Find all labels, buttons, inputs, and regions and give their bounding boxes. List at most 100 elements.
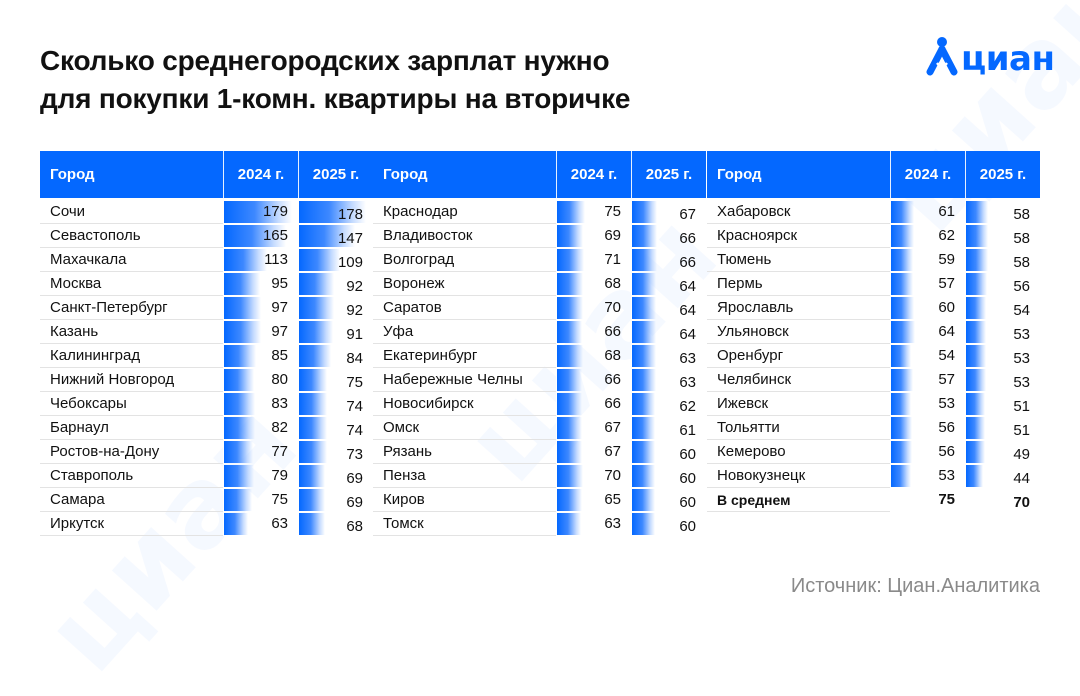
table-row: Владивосток 69 66	[373, 224, 706, 248]
city-name: Оренбург	[707, 344, 890, 368]
value-bar	[632, 513, 655, 535]
value-cell-2024: 70	[556, 296, 631, 320]
value-bar	[224, 297, 261, 319]
cian-logo: циан	[925, 34, 1055, 79]
value-cell-2025: 178	[298, 200, 373, 224]
value-bar	[557, 441, 582, 463]
table-row: Чебоксары 83 74	[40, 392, 373, 416]
value-bar	[632, 393, 655, 415]
value-cell-2025: 69	[298, 464, 373, 488]
value-cell-2024: 56	[890, 440, 965, 464]
value-bar	[966, 225, 988, 247]
value-label: 165	[262, 227, 288, 244]
value-cell-2024: 165	[223, 224, 298, 248]
value-bar	[557, 369, 582, 391]
table-row: Кемерово 56 49	[707, 440, 1040, 464]
value-label: 83	[271, 395, 288, 412]
value-cell-2024: 66	[556, 320, 631, 344]
value-cell-2025: 68	[298, 512, 373, 536]
value-bar	[224, 345, 256, 367]
value-label: 97	[271, 299, 288, 316]
value-label: 79	[271, 467, 288, 484]
city-name: Волгоград	[373, 248, 556, 272]
value-bar	[224, 273, 260, 295]
value-label: 68	[346, 518, 363, 535]
value-bar	[299, 489, 325, 511]
value-cell-2024: 65	[556, 488, 631, 512]
value-cell-2024: 71	[556, 248, 631, 272]
value-bar	[966, 441, 985, 463]
table-row: Сочи 179 178	[40, 200, 373, 224]
value-label: 85	[271, 347, 288, 364]
value-bar	[632, 489, 655, 511]
value-bar	[224, 201, 292, 223]
column-header-2024: 2024 г.	[556, 151, 631, 198]
value-cell-2025: 64	[631, 320, 706, 344]
value-label: 75	[346, 374, 363, 391]
value-cell-2025: 53	[965, 368, 1040, 392]
value-bar	[557, 225, 583, 247]
value-cell-2025: 58	[965, 200, 1040, 224]
value-cell-2024: 57	[890, 368, 965, 392]
city-name: Пермь	[707, 272, 890, 296]
value-label: 60	[679, 446, 696, 463]
value-bar	[632, 249, 657, 271]
column-header-2025: 2025 г.	[631, 151, 706, 198]
logo-text: циан	[961, 39, 1055, 79]
value-bar	[632, 297, 656, 319]
value-cell-2024: 59	[890, 248, 965, 272]
value-label: 57	[938, 371, 955, 388]
value-bar	[966, 465, 983, 487]
source-note: Источник: Циан.Аналитика	[790, 575, 1040, 597]
value-label: 58	[1013, 254, 1030, 271]
value-label: 53	[938, 395, 955, 412]
value-cell-2025: 58	[965, 248, 1040, 272]
value-bar	[557, 513, 581, 535]
value-label: 109	[337, 254, 363, 271]
person-marker-icon	[926, 37, 958, 76]
value-label: 67	[604, 443, 621, 460]
value-bar	[299, 297, 334, 319]
average-row: В среднем 75 70	[707, 488, 1040, 512]
value-bar	[632, 441, 655, 463]
city-name: Ярославль	[707, 296, 890, 320]
value-label: 63	[679, 350, 696, 367]
city-name: Ижевск	[707, 392, 890, 416]
value-cell-2025: 51	[965, 392, 1040, 416]
value-cell-2025: 60	[631, 488, 706, 512]
value-bar	[557, 489, 582, 511]
value-bar	[632, 369, 656, 391]
value-label: 58	[1013, 230, 1030, 247]
city-name: Ульяновск	[707, 320, 890, 344]
table-row: Челябинск 57 53	[707, 368, 1040, 392]
table-row: Краснодар 75 67	[373, 200, 706, 224]
value-cell-2024: 53	[890, 392, 965, 416]
value-bar	[891, 201, 914, 223]
table-row: Ульяновск 64 53	[707, 320, 1040, 344]
value-label: 91	[346, 326, 363, 343]
value-label: 66	[604, 395, 621, 412]
value-label: 95	[271, 275, 288, 292]
city-name: Иркутск	[40, 512, 223, 536]
value-cell-2025: 60	[631, 440, 706, 464]
value-cell-2024: 97	[223, 296, 298, 320]
table-row: Санкт-Петербург 97 92	[40, 296, 373, 320]
value-bar	[632, 201, 657, 223]
value-label: 64	[679, 278, 696, 295]
value-cell-2024: 64	[890, 320, 965, 344]
value-cell-2025: 75	[298, 368, 373, 392]
value-cell-2025: 73	[298, 440, 373, 464]
column-header-2024: 2024 г.	[890, 151, 965, 198]
value-cell-2025: 61	[631, 416, 706, 440]
value-bar	[299, 393, 327, 415]
value-label: 92	[346, 302, 363, 319]
value-cell-2025: 147	[298, 224, 373, 248]
value-label: 60	[679, 518, 696, 535]
value-cell-2024: 75	[556, 200, 631, 224]
value-cell-2025: 64	[631, 272, 706, 296]
value-label: 49	[1013, 446, 1030, 463]
value-cell-2025: 49	[965, 440, 1040, 464]
city-name: Чебоксары	[40, 392, 223, 416]
value-label: 63	[679, 374, 696, 391]
table-row: Махачкала 113 109	[40, 248, 373, 272]
